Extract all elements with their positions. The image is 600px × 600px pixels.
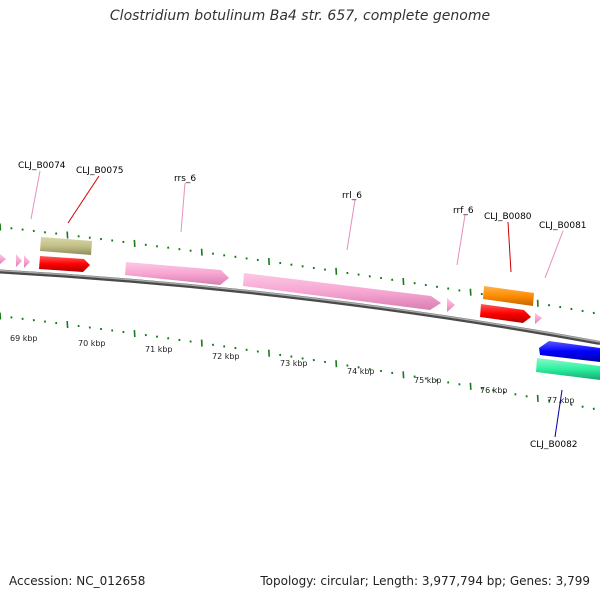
gene-label: rrs_6 (174, 174, 196, 184)
gene-arrow-left-3 (24, 255, 30, 268)
genome-summary-text: Topology: circular; Length: 3,977,794 bp… (260, 574, 590, 588)
gene-label: CLJ_B0074 (18, 161, 66, 171)
rrs-gene (125, 262, 229, 285)
gene-red-b0080 (480, 304, 531, 323)
gene-arrow-left-1 (0, 254, 6, 264)
leader-b0082 (554, 389, 563, 438)
gene-olive (40, 237, 92, 255)
gene-label: CLJ_B0080 (484, 212, 532, 222)
accession-text: Accession: NC_012658 (9, 574, 146, 588)
gene-label: rrl_6 (342, 191, 362, 201)
genome-backbone (0, 269, 600, 345)
leader-rrl (346, 199, 356, 251)
genome-backbone-highlight (0, 269, 600, 343)
map-title: Clostridium botulinum Ba4 str. 657, comp… (109, 8, 491, 24)
gene-label: CLJ_B0075 (76, 166, 124, 176)
leader-b0081 (544, 230, 564, 279)
gene-label: rrf_6 (453, 206, 474, 216)
gene-label: CLJ_B0081 (539, 221, 587, 231)
leader-rrf (456, 214, 466, 266)
rrf-gene-2 (535, 313, 542, 324)
scale-label: 72 kbp (212, 352, 240, 361)
leader-rrs (180, 182, 186, 233)
scale-label: 75 kbp (414, 376, 442, 385)
scale-label: 76 kbp (480, 386, 508, 395)
leader-b0075 (67, 175, 100, 224)
leader-b0074 (30, 170, 41, 220)
gene-arrow-left-2 (16, 254, 22, 267)
leader-b0080 (507, 221, 512, 273)
gene-green-b0082 (536, 358, 600, 380)
gene-red-b0075 (39, 256, 90, 272)
scale-label: 71 kbp (145, 345, 173, 354)
inner-tick-ring (0, 312, 595, 410)
gene-orange-b0080 (483, 286, 534, 306)
gene-blue (539, 341, 600, 362)
scale-label: 73 kbp (280, 359, 308, 368)
scale-label: 69 kbp (10, 334, 38, 343)
scale-label: 70 kbp (78, 339, 106, 348)
gene-label: CLJ_B0082 (530, 440, 578, 450)
scale-label: 77 kbp (547, 396, 575, 405)
scale-label: 74 kbp (347, 367, 375, 376)
rrf-gene (447, 298, 455, 312)
rrl-gene (243, 273, 441, 310)
